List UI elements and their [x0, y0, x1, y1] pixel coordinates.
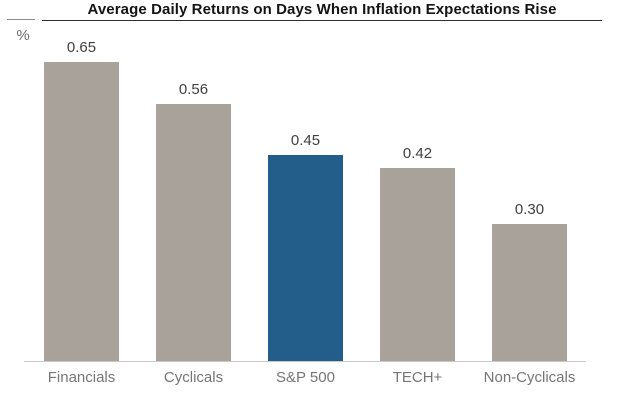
x-axis-line — [24, 361, 586, 362]
value-label-s-p-500: 0.45 — [290, 132, 321, 149]
category-label-s-p-500: S&P 500 — [276, 369, 335, 386]
bar-s-p-500 — [268, 155, 343, 362]
bar-non-cyclicals — [492, 224, 567, 362]
category-label-tech: TECH+ — [392, 369, 443, 386]
value-label-cyclicals: 0.56 — [178, 81, 209, 98]
value-label-financials: 0.65 — [66, 39, 97, 56]
category-label-cyclicals: Cyclicals — [163, 369, 224, 386]
bar-cyclicals — [156, 104, 231, 362]
bar-tech — [380, 168, 455, 362]
chart-title: Average Daily Returns on Days When Infla… — [87, 1, 557, 18]
value-label-non-cyclicals: 0.30 — [514, 201, 545, 218]
y-axis-unit-label: % — [16, 27, 30, 44]
title-underline — [42, 20, 602, 21]
category-label-financials: Financials — [47, 369, 116, 386]
value-label-tech: 0.42 — [402, 145, 433, 162]
unit-tick-line — [7, 19, 35, 20]
category-label-non-cyclicals: Non-Cyclicals — [483, 369, 576, 386]
bar-financials — [44, 62, 119, 362]
